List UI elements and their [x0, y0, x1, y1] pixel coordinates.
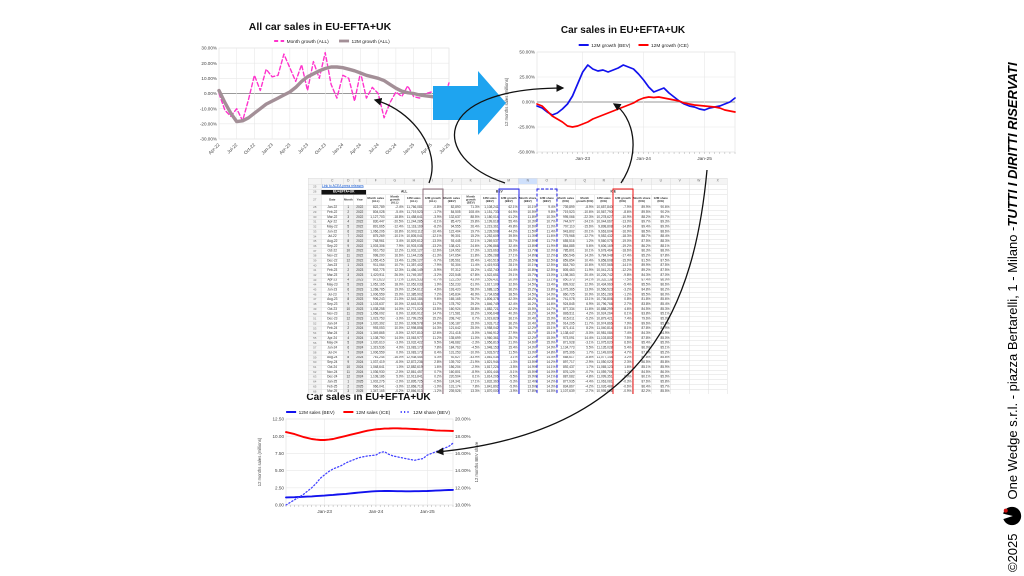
svg-text:12M growth (ALL): 12M growth (ALL) [352, 39, 391, 45]
company-text: One Wedge s.r.l. - piazza Bertarelli, 1 … [1004, 226, 1020, 500]
svg-text:50.00%: 50.00% [519, 50, 535, 55]
chart-all-plot: Month growth (ALL) 12M growth (ALL) 30.00%… [183, 34, 457, 172]
column-header: 12M share (BEV) [537, 194, 557, 206]
svg-text:7.50: 7.50 [275, 451, 284, 456]
svg-text:20.00%: 20.00% [455, 417, 471, 422]
svg-text:Jul-24: Jul-24 [367, 142, 380, 155]
watermark: ©2025 One Wedge s.r.l. - piazza Bertarel… [1002, 62, 1022, 572]
chart-title-growth: Car sales in EU+EFTA+UK [560, 25, 686, 36]
svg-text:Jan-24: Jan-24 [636, 156, 651, 162]
column-header: Month growth (ALL) [385, 194, 405, 206]
svg-text:12 months sales (millions): 12 months sales (millions) [257, 437, 262, 486]
svg-text:20.00%: 20.00% [201, 61, 217, 66]
svg-text:18.00%: 18.00% [455, 434, 471, 439]
svg-text:0.00%: 0.00% [204, 91, 217, 96]
svg-text:Jan-23: Jan-23 [260, 142, 274, 156]
column-header: Month [343, 194, 354, 206]
svg-text:Month growth (ALL): Month growth (ALL) [287, 39, 330, 45]
chart-growth-plot: 12M growth (BEV) 12M growth (ICE) 50.00% 25… [503, 38, 743, 173]
svg-text:14.00%: 14.00% [455, 468, 471, 473]
svg-text:12M share (BEV): 12M share (BEV) [413, 410, 450, 416]
column-header: Month share (BEV) [518, 194, 538, 206]
svg-text:-20.00%: -20.00% [200, 121, 217, 126]
column-header: 12M growth (ICE) [613, 194, 633, 206]
svg-text:Jul-22: Jul-22 [226, 142, 239, 155]
column-header: Month growth (ICE) [575, 194, 595, 206]
svg-text:12M growth (ICE): 12M growth (ICE) [651, 43, 689, 49]
column-header: Month share (ICE) [632, 194, 652, 206]
svg-text:Jan-25: Jan-25 [697, 156, 712, 162]
chart-sales-plot: 12M sales (BEV) 12M sales (ICE) 12M share … [256, 405, 481, 526]
svg-text:Apr-24: Apr-24 [349, 142, 363, 156]
svg-text:10.00%: 10.00% [455, 503, 471, 508]
column-header: Month sales (BEV) [442, 194, 462, 206]
svg-text:12 months sales (millions): 12 months sales (millions) [504, 77, 509, 126]
chart-growth-bev-ice: Car sales in EU+EFTA+UK 12M growth (BEV)… [503, 24, 743, 173]
svg-text:2.50: 2.50 [275, 485, 284, 490]
svg-text:Oct-24: Oct-24 [384, 142, 398, 156]
svg-text:Apr-23: Apr-23 [278, 142, 292, 156]
svg-text:0.00%: 0.00% [522, 100, 535, 105]
svg-text:Jan-23: Jan-23 [317, 509, 332, 515]
svg-text:0.00: 0.00 [275, 503, 284, 508]
acea-link[interactable]: Link to ACEA press releases [322, 184, 364, 189]
column-header: Date [321, 194, 344, 206]
column-header: 12M share (ICE) [651, 194, 671, 206]
column-header: 12M sales (ICE) [594, 194, 614, 206]
svg-text:Jan-24: Jan-24 [331, 142, 345, 156]
svg-text:25.00%: 25.00% [519, 75, 535, 80]
svg-text:-50.00%: -50.00% [518, 150, 535, 155]
chart-all-car-sales: All car sales in EU-EFTA+UK Month growth… [183, 20, 457, 172]
column-header: 12M sales (BEV) [480, 194, 500, 206]
column-header: Month sales (ICE) [556, 194, 576, 206]
svg-text:Jul-23: Jul-23 [297, 142, 310, 155]
svg-text:10.00: 10.00 [273, 434, 285, 439]
svg-text:Jan-25: Jan-25 [420, 509, 435, 515]
chart-title-sales: Car sales in EU+EFTA+UK [306, 392, 431, 403]
column-header: Month growth (BEV) [461, 194, 481, 206]
one-wedge-logo-icon [1002, 507, 1022, 527]
svg-text:12M sales (ICE): 12M sales (ICE) [356, 410, 391, 416]
svg-text:-25.00%: -25.00% [518, 125, 535, 130]
svg-text:16.00%: 16.00% [455, 451, 471, 456]
svg-text:12.50: 12.50 [273, 417, 285, 422]
svg-text:-10.00%: -10.00% [200, 106, 217, 111]
svg-text:12 months BEV share: 12 months BEV share [474, 441, 479, 482]
svg-text:Jul-25: Jul-25 [438, 142, 451, 155]
svg-text:10.00%: 10.00% [201, 76, 217, 81]
svg-text:-30.00%: -30.00% [200, 137, 217, 142]
svg-text:12M growth (BEV): 12M growth (BEV) [591, 43, 631, 49]
copyright-text: ©2025 [1004, 533, 1020, 573]
chart-title-all: All car sales in EU-EFTA+UK [248, 21, 392, 33]
column-letter: X [708, 178, 728, 185]
column-header: 12M sales (ALL) [404, 194, 424, 206]
svg-text:Jan-23: Jan-23 [575, 156, 590, 162]
svg-text:12M sales (BEV): 12M sales (BEV) [299, 410, 335, 416]
column-header: 12M growth (ALL) [423, 194, 443, 206]
spreadsheet-screenshot: C D E F G H I J K L M N O P Q R S T U V W X 25 Link to ACEA pre… [308, 178, 730, 394]
chart-sales-share: Car sales in EU+EFTA+UK 12M sales (BEV) 1… [256, 391, 481, 526]
svg-text:5.00: 5.00 [275, 468, 284, 473]
svg-text:Apr-22: Apr-22 [207, 142, 221, 156]
svg-text:30.00%: 30.00% [201, 46, 217, 51]
column-header: Year [353, 194, 367, 206]
svg-text:Jan-24: Jan-24 [369, 509, 384, 515]
column-header: 12M growth (BEV) [499, 194, 519, 206]
column-header: Month sales (ALL) [366, 194, 386, 206]
svg-text:Jan-25: Jan-25 [402, 142, 416, 156]
svg-text:Oct-22: Oct-22 [243, 142, 257, 156]
svg-text:12.00%: 12.00% [455, 485, 471, 490]
sheet-table: C D E F G H I J K L M N O P Q R S T U V W X 25 Link to ACEA pre… [308, 178, 728, 394]
rights-text: TUTTI I DIRITTI RISERVATI [1004, 62, 1020, 227]
svg-text:Oct-23: Oct-23 [314, 142, 328, 156]
svg-text:Apr-25: Apr-25 [420, 142, 434, 156]
